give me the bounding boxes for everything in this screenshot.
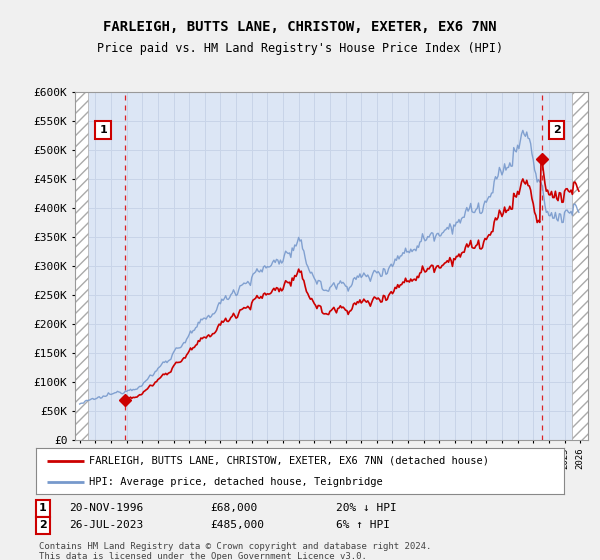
Text: Contains HM Land Registry data © Crown copyright and database right 2024.
This d: Contains HM Land Registry data © Crown c… <box>39 542 431 560</box>
Text: 2: 2 <box>39 520 47 530</box>
Text: £68,000: £68,000 <box>210 503 257 514</box>
Text: £485,000: £485,000 <box>210 520 264 530</box>
Text: 2: 2 <box>553 125 560 135</box>
Bar <box>572 92 588 440</box>
Text: FARLEIGH, BUTTS LANE, CHRISTOW, EXETER, EX6 7NN (detached house): FARLEIGH, BUTTS LANE, CHRISTOW, EXETER, … <box>89 456 489 466</box>
Text: HPI: Average price, detached house, Teignbridge: HPI: Average price, detached house, Teig… <box>89 478 383 487</box>
Text: 6% ↑ HPI: 6% ↑ HPI <box>336 520 390 530</box>
Text: 20% ↓ HPI: 20% ↓ HPI <box>336 503 397 514</box>
Text: 1: 1 <box>39 503 47 514</box>
Text: FARLEIGH, BUTTS LANE, CHRISTOW, EXETER, EX6 7NN: FARLEIGH, BUTTS LANE, CHRISTOW, EXETER, … <box>103 20 497 34</box>
Text: 20-NOV-1996: 20-NOV-1996 <box>69 503 143 514</box>
Text: Price paid vs. HM Land Registry's House Price Index (HPI): Price paid vs. HM Land Registry's House … <box>97 42 503 55</box>
Bar <box>75 92 88 440</box>
Text: 1: 1 <box>99 125 107 135</box>
Text: 26-JUL-2023: 26-JUL-2023 <box>69 520 143 530</box>
